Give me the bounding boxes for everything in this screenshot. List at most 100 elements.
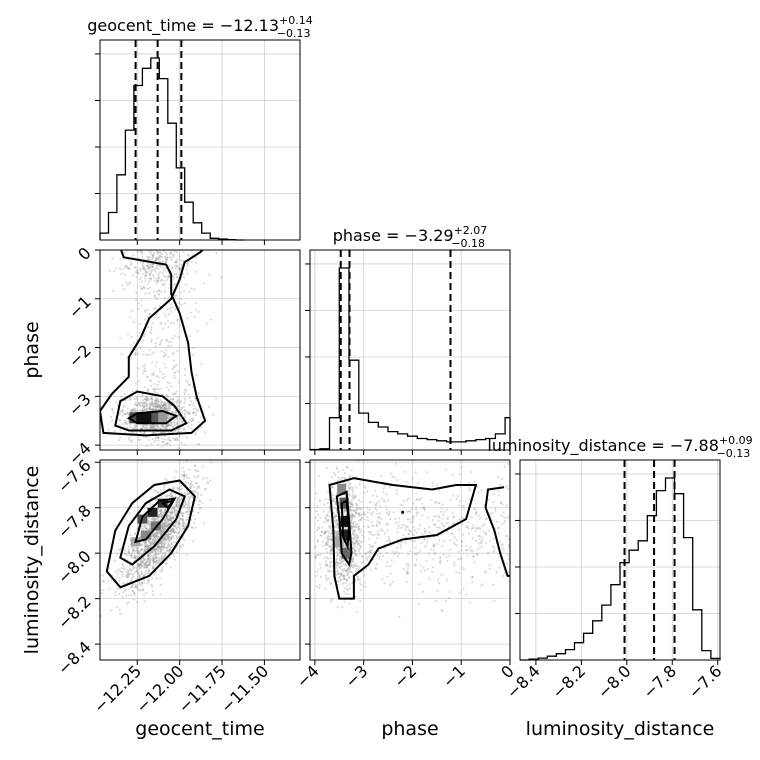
sample-point bbox=[336, 530, 340, 533]
x-tick-label: −1 bbox=[439, 661, 469, 691]
sample-point bbox=[152, 374, 155, 377]
sample-point bbox=[406, 499, 409, 502]
sample-point bbox=[496, 532, 500, 535]
sample-point bbox=[150, 328, 153, 331]
sample-point bbox=[327, 511, 330, 514]
sample-point bbox=[194, 469, 197, 472]
sample-point bbox=[187, 393, 190, 396]
sample-point bbox=[134, 425, 137, 429]
sample-point bbox=[174, 295, 177, 298]
sample-point bbox=[159, 342, 162, 345]
sample-point bbox=[107, 392, 110, 395]
sample-point bbox=[405, 525, 408, 529]
sample-point bbox=[425, 559, 428, 562]
sample-point bbox=[181, 406, 184, 409]
sample-point bbox=[182, 515, 185, 518]
sample-point bbox=[172, 254, 175, 257]
sample-point bbox=[353, 550, 356, 553]
sample-point bbox=[163, 351, 166, 354]
sample-point bbox=[324, 530, 327, 534]
sample-point bbox=[135, 271, 139, 274]
sample-point bbox=[178, 255, 181, 258]
sample-point bbox=[172, 552, 175, 555]
sample-point bbox=[165, 251, 168, 254]
sample-point bbox=[147, 554, 150, 557]
sample-point bbox=[327, 538, 330, 541]
sample-point bbox=[423, 538, 426, 542]
sample-point bbox=[169, 493, 172, 496]
sample-point bbox=[169, 340, 172, 343]
sample-point bbox=[482, 531, 486, 534]
sample-point bbox=[152, 427, 155, 430]
sample-point bbox=[144, 542, 147, 545]
sample-point bbox=[132, 575, 135, 578]
sample-point bbox=[477, 534, 481, 538]
sample-point bbox=[182, 475, 185, 478]
sample-point bbox=[505, 485, 508, 488]
sample-point bbox=[144, 506, 147, 509]
sample-point bbox=[179, 267, 183, 270]
sample-point bbox=[148, 524, 152, 527]
sample-point bbox=[325, 513, 328, 517]
sample-point bbox=[394, 462, 397, 465]
sample-point bbox=[429, 548, 432, 551]
sample-point bbox=[143, 369, 146, 372]
sample-point bbox=[168, 549, 171, 552]
sample-point bbox=[480, 584, 483, 587]
sample-point bbox=[416, 511, 419, 514]
sample-point bbox=[160, 512, 163, 515]
sample-point bbox=[157, 515, 160, 519]
sample-point bbox=[154, 425, 157, 428]
sample-point bbox=[461, 516, 464, 519]
sample-point bbox=[137, 555, 140, 558]
sample-point bbox=[442, 513, 445, 517]
sample-point bbox=[145, 544, 148, 547]
sample-point bbox=[143, 402, 146, 405]
sample-point bbox=[330, 475, 333, 478]
sample-point bbox=[149, 271, 153, 274]
sample-point bbox=[163, 486, 166, 489]
sample-point bbox=[336, 530, 340, 533]
sample-point bbox=[422, 506, 425, 509]
sample-point bbox=[418, 499, 421, 502]
sample-point bbox=[191, 495, 194, 498]
sample-point bbox=[176, 245, 178, 247]
sample-point bbox=[141, 543, 144, 546]
sample-point bbox=[136, 404, 139, 407]
sample-point bbox=[159, 340, 162, 343]
sample-point bbox=[152, 387, 155, 391]
sample-point bbox=[181, 514, 184, 517]
sample-point bbox=[175, 536, 178, 539]
sample-point bbox=[139, 562, 142, 565]
sample-point bbox=[143, 574, 146, 577]
sample-point bbox=[406, 572, 409, 575]
sample-point bbox=[342, 582, 345, 585]
sample-point bbox=[148, 292, 151, 295]
sample-point bbox=[125, 574, 128, 577]
sample-point bbox=[442, 553, 446, 556]
sample-point bbox=[146, 375, 150, 378]
sample-point bbox=[135, 569, 138, 572]
sample-point bbox=[161, 548, 165, 552]
sample-point bbox=[111, 408, 114, 411]
sample-point bbox=[324, 531, 327, 534]
sample-point bbox=[327, 530, 330, 533]
sample-point bbox=[342, 577, 345, 580]
sample-point bbox=[512, 577, 514, 579]
sample-point bbox=[373, 533, 376, 537]
sample-point bbox=[438, 556, 442, 559]
y-tick-label: −7.8 bbox=[54, 501, 95, 542]
sample-point bbox=[314, 555, 317, 558]
sample-point bbox=[498, 566, 501, 569]
sample-point bbox=[175, 273, 178, 276]
sample-point bbox=[179, 517, 182, 521]
sample-point bbox=[175, 258, 178, 261]
sample-point bbox=[159, 550, 162, 553]
sample-point bbox=[367, 525, 370, 528]
sample-point bbox=[157, 279, 160, 282]
sample-point bbox=[176, 504, 179, 507]
sample-point bbox=[162, 542, 166, 546]
sample-point bbox=[140, 427, 143, 430]
sample-point bbox=[175, 390, 178, 393]
sample-point bbox=[149, 278, 152, 281]
